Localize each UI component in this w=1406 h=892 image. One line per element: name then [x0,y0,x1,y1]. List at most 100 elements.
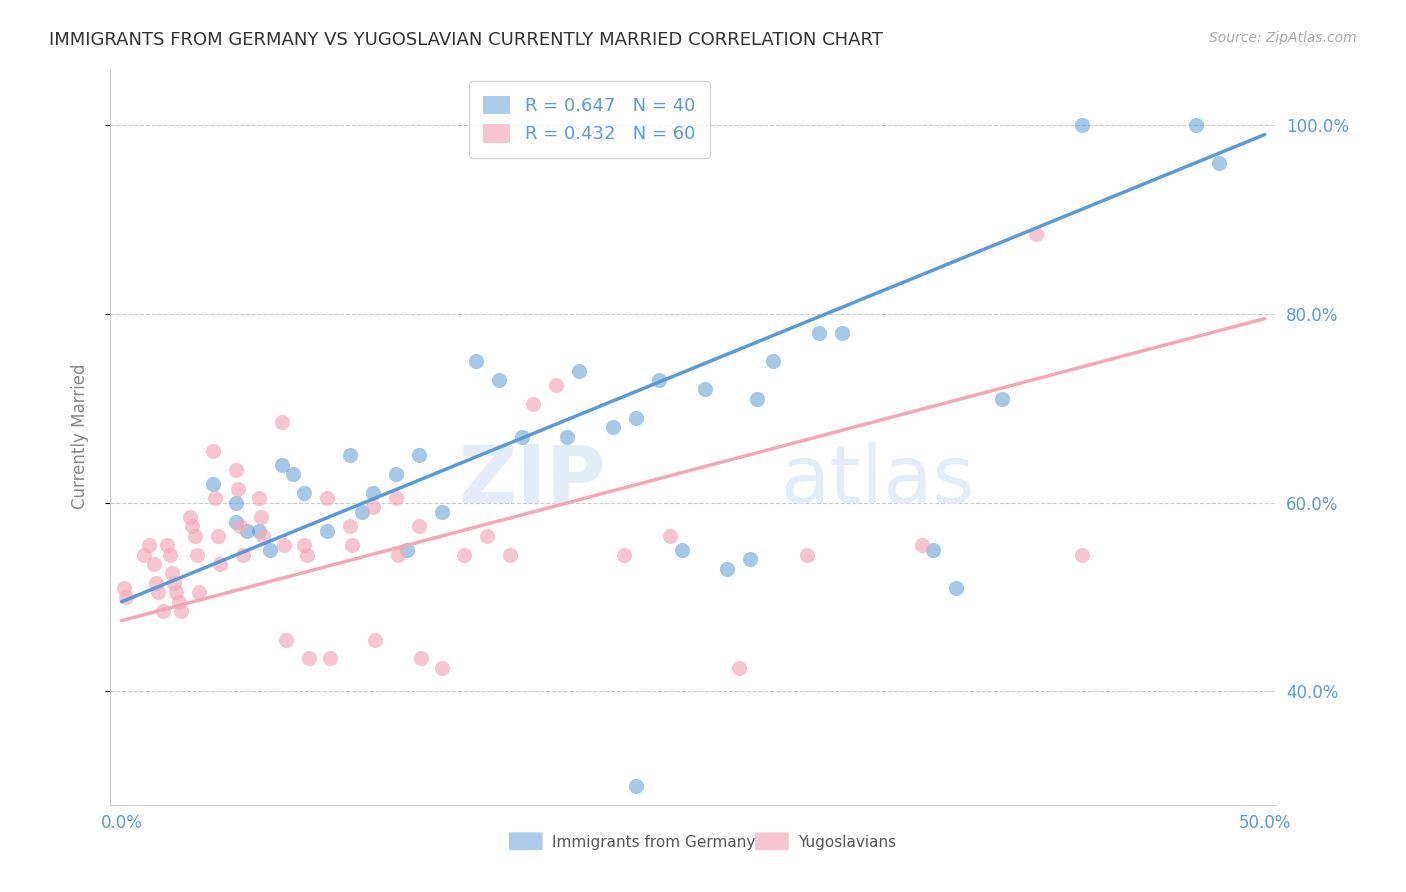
Point [181,519,204,533]
Point [408,519,430,533]
Point [339,519,361,533]
Point [316,491,339,505]
Point [831,326,853,340]
Point [229,519,252,533]
Point [225,462,247,476]
Point [557,429,579,443]
Point [208,557,231,571]
Point [142,557,165,571]
Text: ZIP: ZIP [458,442,606,520]
Point [204,491,226,505]
Point [396,542,419,557]
Point [499,548,522,562]
Point [152,604,174,618]
Point [247,524,270,538]
Text: Yugoslavians: Yugoslavians [799,835,897,850]
Text: IMMIGRANTS FROM GERMANY VS YUGOSLAVIAN CURRENTLY MARRIED CORRELATION CHART: IMMIGRANTS FROM GERMANY VS YUGOSLAVIAN C… [49,31,883,49]
Text: Immigrants from Germany: Immigrants from Germany [553,835,756,850]
Point [385,491,408,505]
Point [207,529,229,543]
Point [1208,156,1230,170]
Point [1070,118,1092,132]
Point [911,538,934,552]
Point [225,515,247,529]
Point [294,486,316,500]
Point [624,410,647,425]
Point [232,548,254,562]
Point [659,529,682,543]
Legend: R = 0.647   N = 40, R = 0.432   N = 60: R = 0.647 N = 40, R = 0.432 N = 60 [470,81,710,158]
Point [522,396,544,410]
Point [295,548,318,562]
Point [170,604,193,618]
Point [385,467,408,482]
Point [762,354,785,368]
Point [350,505,373,519]
Point [796,548,818,562]
Point [163,575,186,590]
Point [408,449,430,463]
Point [294,538,316,552]
Point [387,548,409,562]
Point [544,377,567,392]
Point [1185,118,1208,132]
Point [510,429,533,443]
Point [188,585,211,599]
Point [274,632,297,647]
Point [145,575,167,590]
Point [236,524,259,538]
Point [201,443,224,458]
Point [339,449,361,463]
Point [342,538,364,552]
Point [745,392,768,406]
Point [727,661,749,675]
Point [488,373,510,387]
Y-axis label: Currently Married: Currently Married [72,364,89,509]
Point [112,581,135,595]
Point [990,392,1012,406]
Point [138,538,160,552]
Point [316,524,339,538]
Point [115,590,138,604]
Point [250,509,273,524]
Point [179,509,201,524]
Point [361,486,384,500]
Point [201,476,224,491]
Point [273,538,295,552]
Point [693,383,716,397]
Point [183,529,205,543]
Point [464,354,486,368]
Point [167,595,190,609]
Point [922,542,945,557]
Point [1025,227,1047,241]
Point [298,651,321,665]
Point [568,363,591,377]
Point [807,326,830,340]
Point [165,585,187,599]
Point [453,548,475,562]
Point [225,496,247,510]
Point [945,581,967,595]
Point [186,548,208,562]
Point [270,416,292,430]
Point [716,562,738,576]
Point [430,505,453,519]
Point [156,538,179,552]
Point [430,661,453,675]
Point [648,373,671,387]
Point [134,548,156,562]
Point [160,566,183,581]
Point [364,632,387,647]
Point [281,467,304,482]
Point [159,548,181,562]
Point [624,779,647,793]
Point [318,651,340,665]
Text: Source: ZipAtlas.com: Source: ZipAtlas.com [1209,31,1357,45]
Point [146,585,169,599]
Point [1070,548,1092,562]
Point [613,548,636,562]
Point [252,529,274,543]
Point [477,529,499,543]
Point [740,552,762,566]
Point [259,542,281,557]
